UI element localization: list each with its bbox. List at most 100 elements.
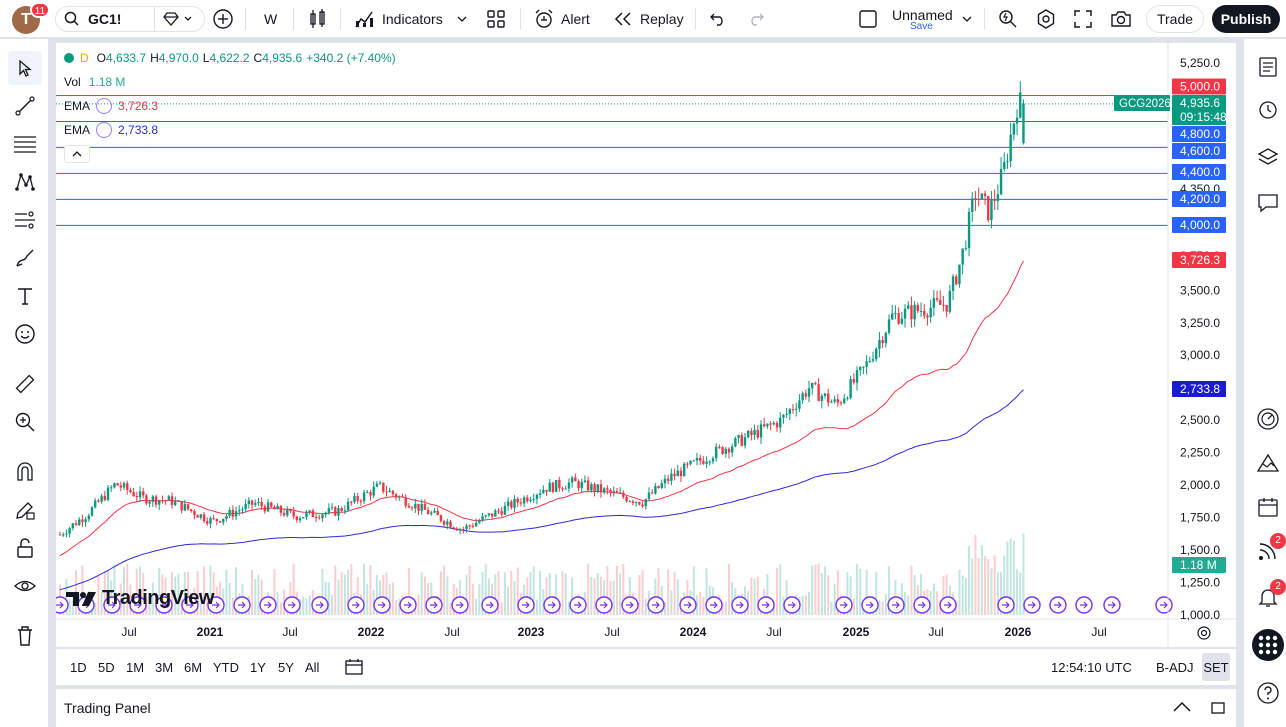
event-marker[interactable] bbox=[399, 596, 417, 614]
layouts-button[interactable] bbox=[486, 0, 506, 38]
event-marker[interactable] bbox=[103, 596, 121, 614]
badj-toggle[interactable]: B-ADJ bbox=[1156, 649, 1194, 685]
layout-name-button[interactable]: Unnamed Save bbox=[892, 0, 953, 38]
object-tree-button[interactable] bbox=[1250, 139, 1286, 175]
range-1m[interactable]: 1M bbox=[126, 659, 145, 675]
chats-button[interactable] bbox=[1250, 185, 1286, 221]
fullscreen-button[interactable] bbox=[1073, 0, 1093, 38]
notifications-button[interactable]: 2 bbox=[1250, 579, 1286, 615]
range-3m[interactable]: 3M bbox=[155, 659, 174, 675]
zoom-tool[interactable] bbox=[8, 405, 42, 439]
date-range-button[interactable] bbox=[344, 649, 364, 685]
publish-button[interactable]: Publish bbox=[1212, 5, 1280, 33]
event-marker[interactable] bbox=[595, 596, 613, 614]
replay-button[interactable]: Replay bbox=[614, 0, 684, 38]
event-marker[interactable] bbox=[705, 596, 723, 614]
range-6m[interactable]: 6M bbox=[184, 659, 203, 675]
event-marker[interactable] bbox=[621, 596, 639, 614]
magnet-tool[interactable] bbox=[8, 455, 42, 489]
lock-drawing-tool[interactable] bbox=[8, 493, 42, 527]
remove-drawings-tool[interactable] bbox=[8, 619, 42, 653]
ema-legend-2[interactable]: EMA 2,733.8 bbox=[64, 122, 158, 138]
event-marker[interactable] bbox=[425, 596, 443, 614]
layout-menu-button[interactable] bbox=[962, 0, 972, 38]
snapshot-button[interactable] bbox=[1110, 0, 1132, 38]
help-button[interactable] bbox=[1250, 675, 1286, 711]
interval-button[interactable]: W bbox=[264, 0, 277, 38]
lock-all-tool[interactable] bbox=[8, 531, 42, 565]
chevron-up-icon[interactable] bbox=[1172, 701, 1192, 713]
range-all[interactable]: All bbox=[305, 659, 320, 675]
event-marker[interactable] bbox=[1049, 596, 1067, 614]
range-5d[interactable]: 5D bbox=[98, 659, 115, 675]
brush-tool[interactable] bbox=[8, 241, 42, 275]
event-marker[interactable] bbox=[1103, 596, 1121, 614]
pattern-tool[interactable] bbox=[8, 165, 42, 199]
cursor-tool[interactable] bbox=[8, 51, 42, 85]
event-marker[interactable] bbox=[155, 596, 173, 614]
event-marker[interactable] bbox=[283, 596, 301, 614]
range-ytd[interactable]: YTD bbox=[213, 659, 239, 675]
ideas-stream-button[interactable] bbox=[1250, 445, 1286, 481]
trend-line-tool[interactable] bbox=[8, 89, 42, 123]
price-chart[interactable]: 5,250.04,600.04,350.03,750.03,500.03,250… bbox=[56, 43, 1236, 647]
session-toggle[interactable]: SET bbox=[1202, 653, 1230, 681]
event-marker[interactable] bbox=[129, 596, 147, 614]
event-marker[interactable] bbox=[731, 596, 749, 614]
technicals-button[interactable] bbox=[1250, 401, 1286, 437]
emoji-tool[interactable] bbox=[8, 317, 42, 351]
event-marker[interactable] bbox=[451, 596, 469, 614]
event-marker[interactable] bbox=[939, 596, 957, 614]
forecast-tool[interactable] bbox=[8, 203, 42, 237]
event-marker[interactable] bbox=[347, 596, 365, 614]
event-marker[interactable] bbox=[373, 596, 391, 614]
settings-button[interactable] bbox=[1035, 0, 1057, 38]
calendar-button[interactable] bbox=[1250, 489, 1286, 525]
timezone-clock[interactable]: 12:54:10 UTC bbox=[1051, 649, 1132, 685]
event-marker[interactable] bbox=[233, 596, 251, 614]
event-marker[interactable] bbox=[517, 596, 535, 614]
add-symbol-button[interactable] bbox=[212, 0, 234, 38]
event-marker[interactable] bbox=[543, 596, 561, 614]
symbol-search[interactable]: GC1! bbox=[55, 6, 205, 32]
range-1y[interactable]: 1Y bbox=[250, 659, 266, 675]
undo-button[interactable] bbox=[709, 0, 727, 38]
event-marker[interactable] bbox=[1023, 596, 1041, 614]
event-marker[interactable] bbox=[181, 596, 199, 614]
event-marker[interactable] bbox=[481, 596, 499, 614]
event-marker[interactable] bbox=[757, 596, 775, 614]
event-marker[interactable] bbox=[1075, 596, 1093, 614]
text-tool[interactable] bbox=[8, 279, 42, 313]
chart-type-button[interactable] bbox=[308, 0, 328, 38]
collapse-legend-button[interactable] bbox=[64, 145, 90, 163]
event-marker[interactable] bbox=[311, 596, 329, 614]
chart-pane[interactable]: 5,250.04,600.04,350.03,750.03,500.03,250… bbox=[56, 43, 1236, 647]
event-marker[interactable] bbox=[997, 596, 1015, 614]
event-marker[interactable] bbox=[647, 596, 665, 614]
indicators-button[interactable]: Indicators bbox=[354, 0, 467, 38]
axis-settings-button[interactable] bbox=[1196, 625, 1212, 646]
ema-legend-1[interactable]: EMA 3,726.3 bbox=[64, 98, 158, 114]
event-marker[interactable] bbox=[783, 596, 801, 614]
trade-button[interactable]: Trade bbox=[1146, 5, 1204, 33]
alert-button[interactable]: Alert bbox=[533, 0, 590, 38]
measure-tool[interactable] bbox=[8, 367, 42, 401]
event-marker[interactable] bbox=[1155, 596, 1173, 614]
redo-button[interactable] bbox=[747, 0, 765, 38]
event-marker[interactable] bbox=[861, 596, 879, 614]
fib-tool[interactable] bbox=[8, 127, 42, 161]
hide-tool[interactable] bbox=[8, 569, 42, 603]
event-marker[interactable] bbox=[569, 596, 587, 614]
quick-search-button[interactable] bbox=[997, 0, 1019, 38]
alerts-panel-button[interactable] bbox=[1250, 91, 1286, 127]
event-marker[interactable] bbox=[887, 596, 905, 614]
watchlist-button[interactable] bbox=[1250, 49, 1286, 85]
event-marker[interactable] bbox=[259, 596, 277, 614]
layout-checkbox[interactable] bbox=[858, 0, 878, 38]
event-marker[interactable] bbox=[207, 596, 225, 614]
range-5y[interactable]: 5Y bbox=[278, 659, 294, 675]
streams-button[interactable]: 2 bbox=[1250, 533, 1286, 569]
range-1d[interactable]: 1D bbox=[70, 659, 87, 675]
event-marker[interactable] bbox=[56, 596, 69, 614]
event-marker[interactable] bbox=[913, 596, 931, 614]
